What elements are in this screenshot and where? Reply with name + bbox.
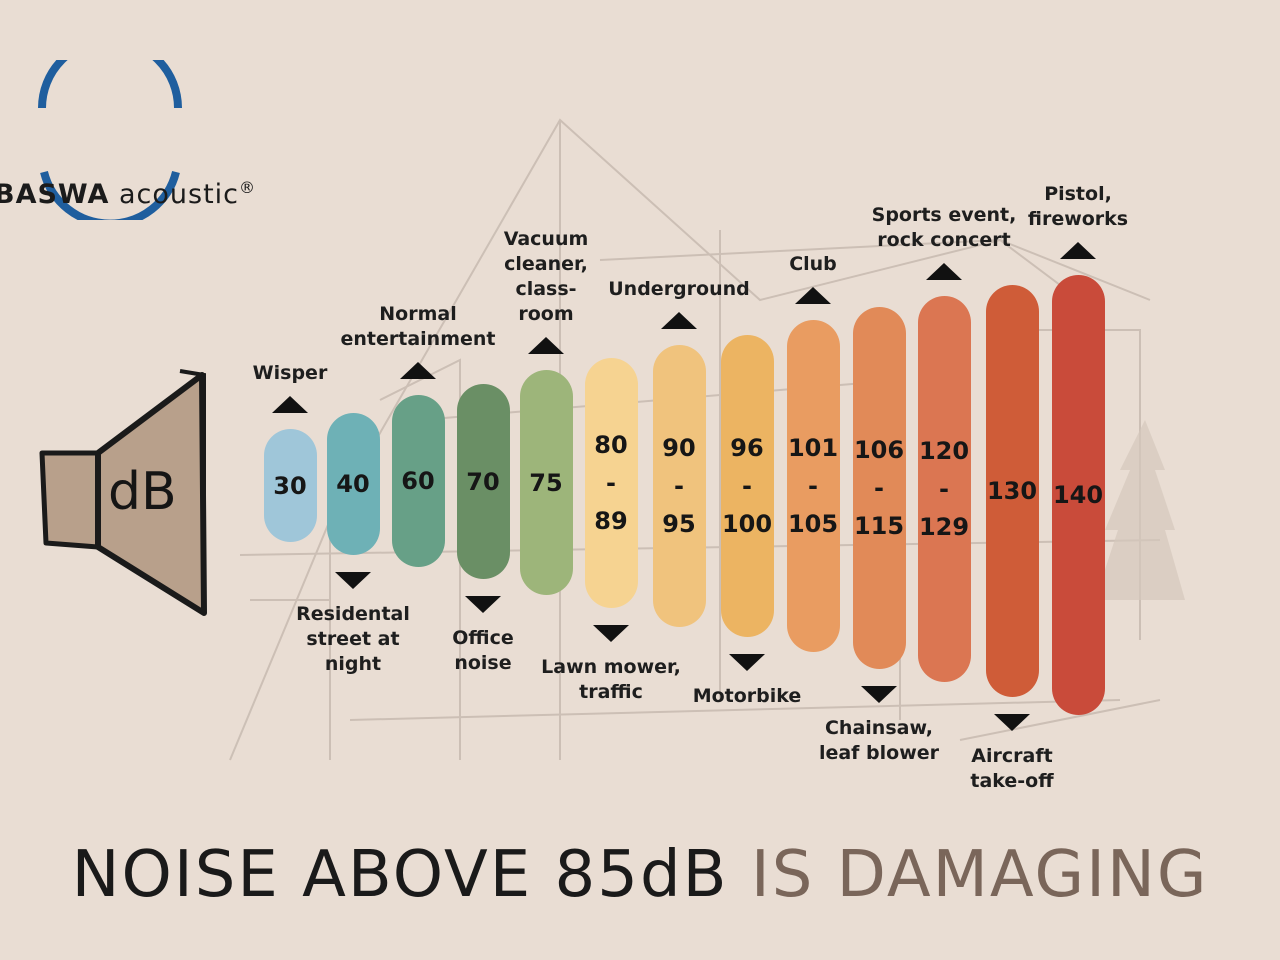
arrow-up-icon <box>661 312 697 329</box>
arrow-down-icon <box>465 596 501 613</box>
logo-brand: BASWA <box>0 179 110 210</box>
arrow-up-icon <box>926 263 962 280</box>
db-value-text: 75 <box>529 468 563 497</box>
db-value-text: 40 <box>336 470 370 498</box>
headline: NOISE ABOVE 85dB IS DAMAGING <box>0 838 1280 912</box>
db-value-text: 106 <box>853 436 905 464</box>
db-value-text: - <box>874 474 884 502</box>
arrow-up-icon <box>400 362 436 379</box>
db-level-bar: 101 - 105 <box>786 320 840 652</box>
headline-part2: IS DAMAGING <box>750 838 1209 912</box>
db-value-text: 120 <box>918 437 970 465</box>
db-level-bar: 30 <box>263 429 317 542</box>
db-value-text: 60 <box>401 467 435 495</box>
logo-registered-mark: ® <box>239 178 257 197</box>
headline-part1: NOISE ABOVE 85dB <box>71 838 751 912</box>
db-level-bar: 130 <box>985 285 1039 697</box>
speaker-icon <box>39 369 207 616</box>
arrow-down-icon <box>729 654 765 671</box>
noise-source-label: Aircraft take-off <box>970 745 1054 792</box>
db-value-text: - <box>808 472 818 500</box>
db-value-text: - <box>606 469 616 497</box>
noise-source-label: Wisper <box>252 362 328 384</box>
db-value-text: - <box>674 472 684 500</box>
basswa-logo: BASWA acoustic® <box>0 60 294 220</box>
db-value-text: 115 <box>853 512 905 540</box>
db-level-bar: 90 - 95 <box>652 345 706 627</box>
db-level-bar: 40 <box>326 413 380 555</box>
arrow-up-icon <box>1060 242 1096 259</box>
arrow-down-icon <box>994 714 1030 731</box>
db-value-text: 30 <box>273 471 307 500</box>
noise-source-label: Motorbike <box>692 685 802 707</box>
db-value-text: 100 <box>721 510 773 538</box>
db-level-bar: 120 - 129 <box>917 296 971 682</box>
db-value-text: 129 <box>918 513 970 541</box>
noise-source-label: Normal entertainment <box>340 303 496 350</box>
db-value-text: 130 <box>986 477 1038 505</box>
db-level-bar: 96 - 100 <box>720 335 774 637</box>
noise-source-label: Club <box>789 253 837 275</box>
db-level-bar: 140 <box>1051 275 1105 715</box>
speaker-db-label: dB <box>108 462 177 522</box>
noise-source-label: Chainsaw, leaf blower <box>818 717 940 764</box>
db-value-text: 89 <box>594 507 628 535</box>
db-value-text: 70 <box>466 467 500 496</box>
db-value-text: 140 <box>1052 481 1104 509</box>
noise-source-label: Vacuum cleaner, class- room <box>503 228 589 325</box>
db-value-text: 96 <box>730 434 764 462</box>
db-value-text: 101 <box>787 434 839 462</box>
arrow-down-icon <box>335 572 371 589</box>
noise-source-label: Sports event, rock concert <box>871 204 1017 251</box>
db-value-text: 105 <box>787 510 839 538</box>
db-level-bar: 75 <box>519 370 573 595</box>
arrow-down-icon <box>861 686 897 703</box>
noise-source-label: Pistol, fireworks <box>1027 183 1129 230</box>
arrow-down-icon <box>593 625 629 642</box>
db-value-text: 95 <box>662 510 696 538</box>
noise-source-label: Residental street at night <box>296 603 410 675</box>
db-level-bar: 80 - 89 <box>584 358 638 608</box>
noise-source-label: Underground <box>608 278 750 300</box>
db-value-text: 90 <box>662 434 696 462</box>
logo-ring-icon <box>38 60 182 220</box>
arrow-up-icon <box>272 396 308 413</box>
db-value-text: - <box>742 472 752 500</box>
db-value-text: 80 <box>594 431 628 459</box>
noise-source-label: Office noise <box>452 627 514 674</box>
noise-source-label: Lawn mower, traffic <box>541 656 681 703</box>
db-level-bar: 70 <box>456 384 510 579</box>
logo-word: acoustic <box>118 179 240 210</box>
arrow-up-icon <box>528 337 564 354</box>
db-level-bar: 60 <box>391 395 445 567</box>
logo-wordmark: BASWA acoustic® <box>0 178 256 210</box>
arrow-up-icon <box>795 287 831 304</box>
db-level-bar: 106 - 115 <box>852 307 906 669</box>
db-value-text: - <box>939 475 949 503</box>
